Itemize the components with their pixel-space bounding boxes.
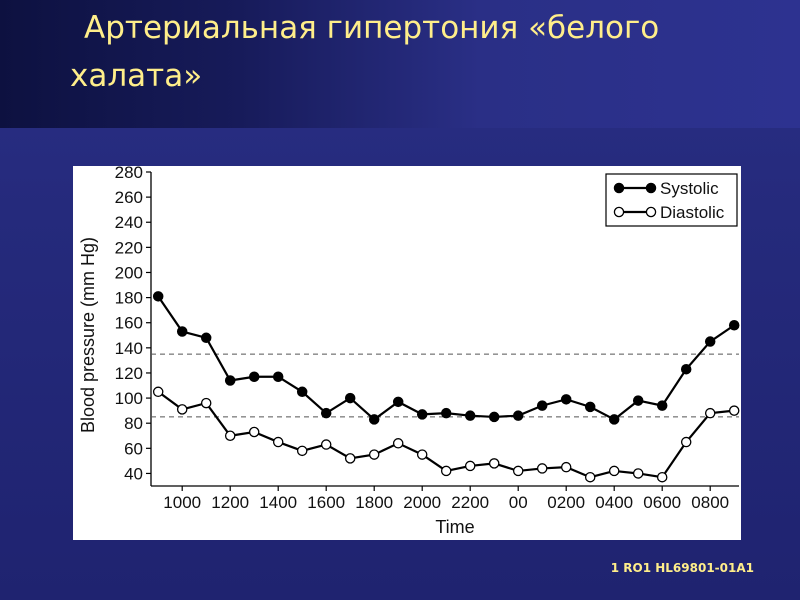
- title-band: [0, 0, 800, 128]
- grant-footnote: 1 RO1 HL69801-01A1: [610, 561, 754, 575]
- legend-swatch-marker: [613, 182, 625, 194]
- y-axis-title: Blood pressure (mm Hg): [78, 237, 98, 433]
- systolic-point: [488, 411, 500, 423]
- y-tick-label: 200: [115, 263, 143, 282]
- systolic-point: [704, 336, 716, 347]
- diastolic-point: [488, 458, 500, 469]
- diastolic-point: [584, 471, 596, 483]
- systolic-point: [608, 414, 620, 425]
- diastolic-point: [680, 436, 692, 448]
- y-tick-label: 240: [115, 213, 143, 232]
- diastolic-point: [224, 430, 236, 442]
- diastolic-point: [368, 449, 380, 460]
- x-tick-label: 2000: [403, 493, 441, 512]
- y-tick-label: 120: [115, 364, 143, 383]
- diastolic-point: [632, 468, 644, 479]
- diastolic-point: [296, 445, 308, 457]
- systolic-point: [536, 400, 548, 411]
- diastolic-line: [157, 390, 735, 479]
- systolic-point: [152, 291, 164, 302]
- x-tick-label: 2200: [451, 493, 489, 512]
- y-tick-label: 280: [115, 166, 143, 182]
- systolic-point: [728, 319, 740, 331]
- y-tick-label: 40: [124, 464, 143, 483]
- x-tick-label: 1000: [163, 493, 201, 512]
- x-tick-label: 0200: [547, 493, 585, 512]
- diastolic-point: [272, 436, 284, 448]
- systolic-point: [248, 371, 260, 382]
- systolic-point: [368, 414, 380, 425]
- diastolic-point: [728, 405, 740, 416]
- systolic-point: [680, 363, 692, 375]
- legend-box: [605, 173, 738, 227]
- diastolic-point: [176, 404, 188, 415]
- y-tick-label: 80: [124, 414, 143, 433]
- systolic-line: [157, 295, 735, 421]
- y-tick-label: 260: [115, 188, 143, 207]
- chart-panel: 40 60 80 100 120 140 160 180 200 220 240 260 280 1000…: [73, 166, 741, 540]
- diastolic-point: [200, 397, 212, 409]
- x-axis-title: Time: [435, 517, 474, 537]
- y-tick-label: 160: [115, 314, 143, 333]
- x-tick-label: 00: [509, 493, 528, 512]
- diastolic-point: [656, 471, 668, 483]
- systolic-point: [416, 409, 428, 420]
- x-tick-label: 1800: [355, 493, 393, 512]
- systolic-point: [392, 396, 404, 408]
- systolic-point: [272, 371, 284, 382]
- y-tick-label: 100: [115, 389, 143, 408]
- blood-pressure-chart: 40 60 80 100 120 140 160 180 200 220 240 260 280 1000…: [78, 166, 740, 537]
- diastolic-point: [440, 465, 452, 477]
- legend-swatch-marker: [645, 206, 657, 218]
- x-tick-label: 0600: [643, 493, 681, 512]
- legend-label-systolic: Systolic: [660, 179, 719, 198]
- systolic-point: [512, 410, 524, 421]
- systolic-point: [320, 407, 332, 419]
- diastolic-point: [512, 465, 524, 477]
- systolic-point: [632, 395, 644, 406]
- systolic-point: [224, 375, 236, 386]
- x-tick-label: 1400: [259, 493, 297, 512]
- diastolic-point: [416, 449, 428, 460]
- diastolic-point: [704, 407, 716, 419]
- x-tick-label: 1200: [211, 493, 249, 512]
- systolic-point: [200, 332, 212, 344]
- diastolic-point: [320, 439, 332, 450]
- x-tick-label: 1600: [307, 493, 345, 512]
- y-tick-label: 140: [115, 339, 143, 358]
- systolic-point: [176, 326, 188, 337]
- systolic-point: [344, 392, 356, 404]
- y-tick-label: 60: [124, 439, 143, 458]
- diastolic-point: [344, 453, 356, 464]
- legend-swatch-marker: [645, 182, 657, 194]
- systolic-point: [656, 400, 668, 411]
- systolic-point: [464, 410, 476, 421]
- diastolic-point: [560, 461, 572, 473]
- diastolic-point: [248, 426, 260, 438]
- systolic-point: [560, 394, 572, 405]
- diastolic-point: [464, 460, 476, 472]
- diastolic-point: [392, 438, 404, 449]
- systolic-point: [296, 386, 308, 398]
- diastolic-point: [536, 463, 548, 474]
- legend-label-diastolic: Diastolic: [660, 203, 725, 222]
- x-tick-label: 0800: [691, 493, 729, 512]
- diastolic-point: [608, 465, 620, 477]
- systolic-point: [440, 407, 452, 419]
- legend-swatch-marker: [613, 206, 625, 218]
- slide-title: Артериальная гипертония «белого халата»: [70, 10, 660, 94]
- x-tick-label: 0400: [595, 493, 633, 512]
- y-tick-label: 180: [115, 289, 143, 308]
- systolic-point: [584, 401, 596, 413]
- y-tick-label: 220: [115, 238, 143, 257]
- diastolic-point: [152, 386, 164, 398]
